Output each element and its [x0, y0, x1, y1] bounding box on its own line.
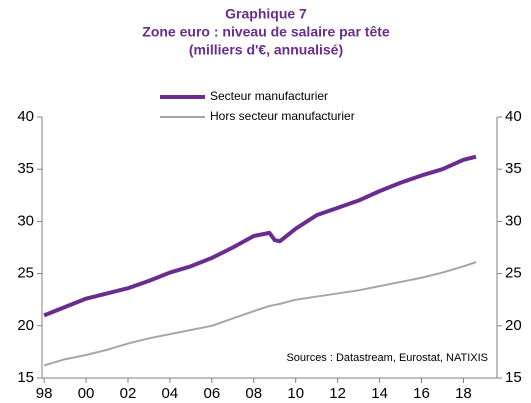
data-line [43, 261, 477, 367]
data-line [43, 154, 477, 318]
x-tick-label: 00 [78, 385, 95, 402]
x-tick-label: 18 [455, 385, 472, 402]
x-tick-label: 12 [329, 385, 346, 402]
chart-title: Graphique 7 [225, 6, 307, 22]
y-tick-label: 40 [17, 108, 34, 125]
y2-tick-label: 35 [505, 160, 522, 177]
y2-tick-label: 25 [505, 265, 522, 282]
legend-label: Secteur manufacturier [210, 89, 328, 103]
y2-tick-label: 40 [505, 108, 522, 125]
x-tick-label: 14 [371, 385, 388, 402]
chart-subtitle: Zone euro : niveau de salaire par tête [142, 24, 390, 40]
annotation: Sources : Datastream, Eurostat, NATIXIS [286, 352, 488, 364]
legend-label: Hors secteur manufacturier [210, 109, 355, 123]
x-tick-label: 16 [413, 385, 430, 402]
chart-subtitle: (milliers d'€, annualisé) [189, 42, 343, 58]
y-tick-label: 35 [17, 160, 34, 177]
y-tick-label: 15 [17, 369, 34, 386]
x-tick-label: 08 [245, 385, 262, 402]
x-tick-label: 98 [36, 385, 53, 402]
y2-tick-label: 15 [505, 369, 522, 386]
y-tick-label: 20 [17, 317, 34, 334]
y2-tick-label: 30 [505, 212, 522, 229]
x-tick-label: 04 [162, 385, 179, 402]
y-tick-label: 25 [17, 265, 34, 282]
x-tick-label: 10 [287, 385, 304, 402]
x-tick-label: 02 [120, 385, 137, 402]
x-tick-label: 06 [203, 385, 220, 402]
y-tick-label: 30 [17, 212, 34, 229]
y2-tick-label: 20 [505, 317, 522, 334]
